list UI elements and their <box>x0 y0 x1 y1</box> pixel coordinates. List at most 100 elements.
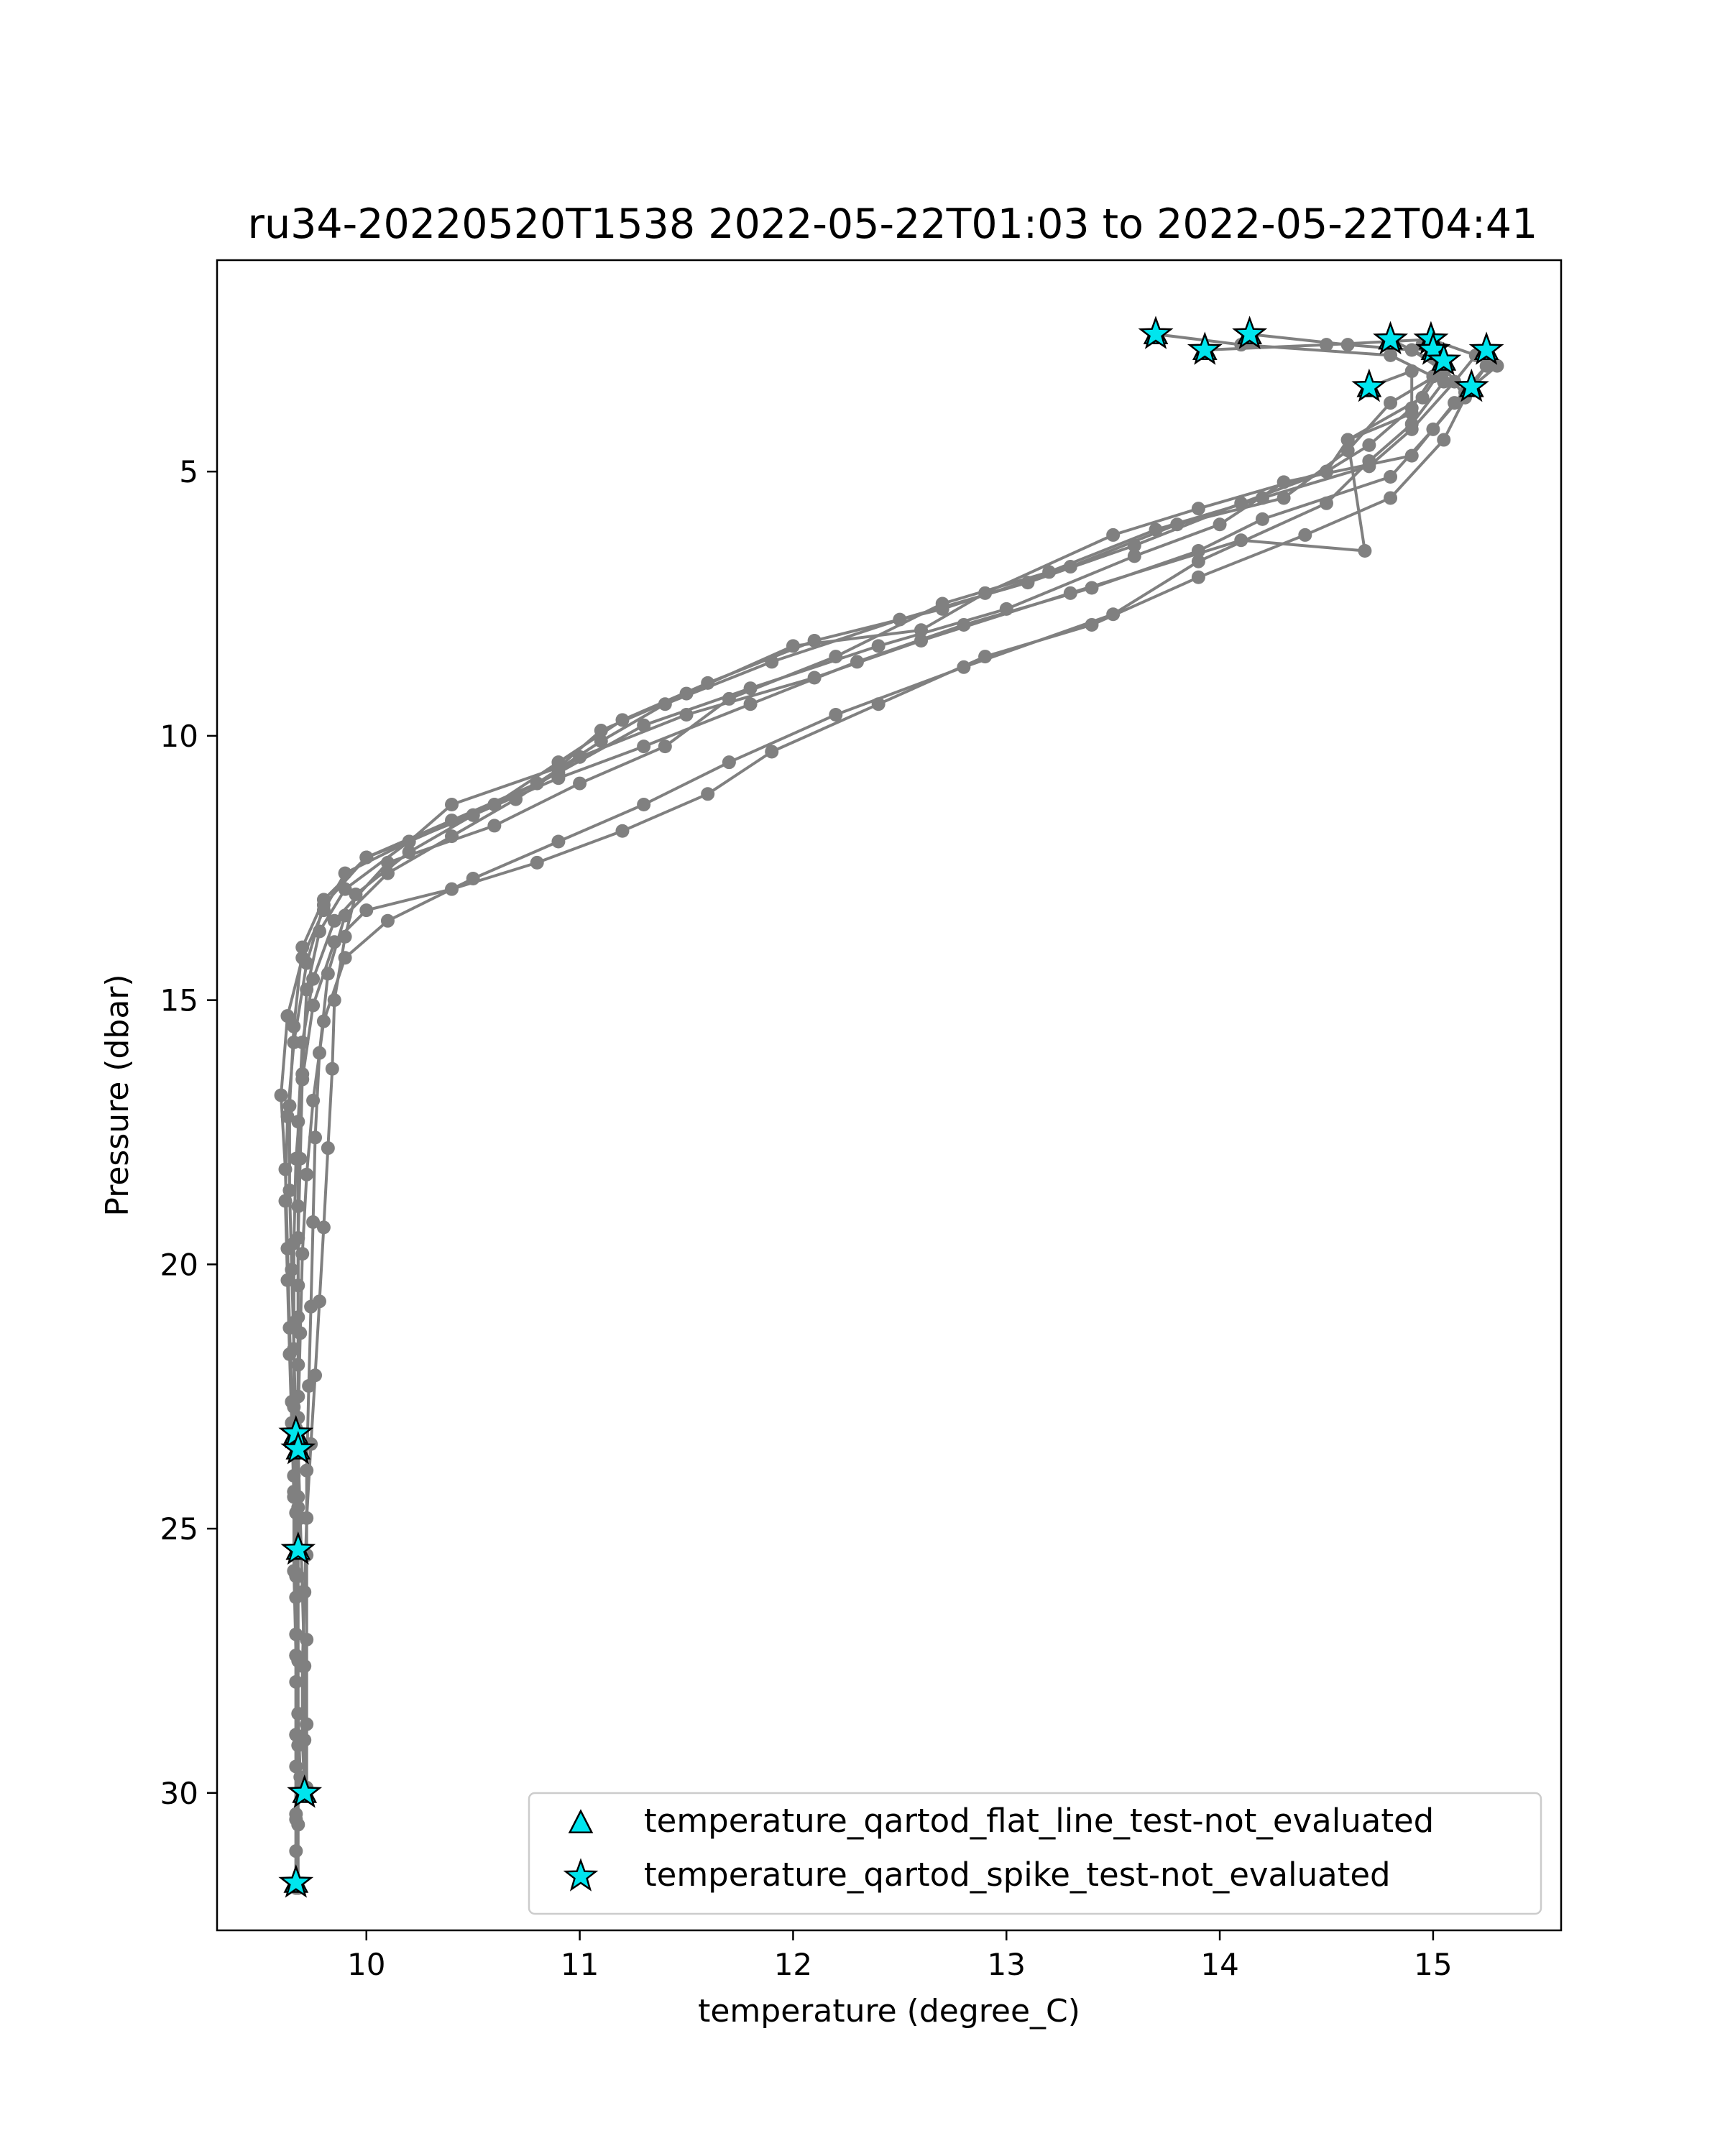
profile-point <box>287 1315 301 1330</box>
profile-point <box>765 745 779 759</box>
profile-point <box>1298 528 1312 542</box>
spike-marker <box>1138 315 1174 349</box>
profile-point <box>380 866 395 880</box>
profile-point <box>871 639 886 653</box>
profile-point <box>466 871 480 885</box>
x-tick-label: 15 <box>1414 1947 1452 1982</box>
profile-point <box>1319 496 1333 510</box>
profile-point <box>402 845 416 860</box>
profile-point <box>1191 570 1205 584</box>
legend-box <box>528 1792 1542 1915</box>
profile-point <box>278 1194 293 1208</box>
profile-point <box>637 798 651 812</box>
profile-point <box>287 1236 301 1250</box>
axis-ticks: 10 11 12 13 14 15 5 10 15 20 25 30 <box>160 454 1453 1982</box>
profile-point <box>1437 374 1451 389</box>
spike-marker <box>1232 315 1268 349</box>
x-tick-label: 13 <box>988 1947 1026 1982</box>
profile-point <box>914 634 929 648</box>
profile-point <box>1404 343 1419 357</box>
profile-point <box>1063 586 1077 600</box>
profile-point <box>280 1109 295 1123</box>
profile-point <box>300 1633 314 1647</box>
profile-point <box>300 956 314 970</box>
profile-point <box>1106 528 1121 542</box>
profile-point <box>293 1326 308 1340</box>
profile-point <box>829 707 843 722</box>
profile-point <box>1340 433 1355 447</box>
profile-point <box>1415 390 1430 405</box>
profile-point <box>291 1654 305 1668</box>
profile-point <box>298 1585 312 1599</box>
profile-point <box>615 713 630 727</box>
profile-point <box>1384 491 1398 505</box>
spike-marker <box>287 1774 323 1808</box>
profile-point <box>295 1247 310 1261</box>
profile-point <box>291 1490 305 1504</box>
spike-marker <box>280 1430 316 1465</box>
profile-point <box>327 935 341 949</box>
profile-point <box>302 1378 316 1393</box>
profile-point <box>321 1141 335 1156</box>
profile-point <box>291 1738 305 1753</box>
profile-point <box>551 834 566 849</box>
profile-point <box>306 1093 321 1107</box>
y-axis-label: Pressure (dbar) <box>99 974 136 1216</box>
profile-point <box>306 1215 321 1230</box>
profile-point <box>325 1061 339 1076</box>
axes-frame <box>216 259 1563 1932</box>
profile-point <box>551 755 566 770</box>
profile-point <box>1404 448 1419 463</box>
profile-point <box>509 792 523 806</box>
profile-point <box>291 1569 305 1583</box>
profile-point <box>308 1368 323 1383</box>
profile-point <box>1127 549 1141 563</box>
legend-markers <box>563 1809 599 1892</box>
y-tick-label: 30 <box>160 1776 198 1811</box>
profile-point <box>807 634 822 648</box>
spike-marker <box>278 1864 314 1898</box>
profile-point <box>1448 396 1462 410</box>
profile-point <box>1191 502 1205 516</box>
profile-point <box>1106 607 1121 622</box>
profile-point <box>287 1035 301 1049</box>
profile-point <box>573 776 587 791</box>
profile-point <box>658 740 672 754</box>
profile-point <box>349 888 363 902</box>
profile-point <box>637 718 651 732</box>
profile-point <box>304 1299 318 1314</box>
profile-point <box>274 1088 288 1102</box>
spike-marker <box>1373 321 1409 355</box>
profile-point <box>530 855 544 870</box>
profile-point <box>306 972 321 986</box>
spike-marker <box>1351 368 1387 402</box>
x-tick-label: 12 <box>774 1947 812 1982</box>
y-tick-label: 5 <box>179 454 198 489</box>
spike-marker <box>1426 341 1462 376</box>
profile-point <box>1149 522 1163 537</box>
profile-line <box>292 349 1467 1883</box>
spike-marker <box>1453 368 1489 402</box>
profile-point <box>338 951 352 965</box>
profile-point <box>1404 364 1419 378</box>
profile-point <box>300 1717 314 1731</box>
profile-point <box>1479 359 1494 373</box>
profile-point <box>327 913 341 928</box>
y-tick-label: 15 <box>160 983 198 1018</box>
profile-point <box>316 1220 331 1235</box>
profile-point <box>445 798 459 812</box>
profile-point <box>1213 517 1227 532</box>
profile-point <box>637 740 651 754</box>
profile-point <box>295 1072 310 1087</box>
profile-point <box>1384 470 1398 484</box>
profile-point <box>280 1009 295 1023</box>
y-tick-label: 10 <box>160 719 198 754</box>
profile-point <box>1437 433 1451 447</box>
profile-point <box>743 681 758 696</box>
profile-point <box>807 671 822 685</box>
profile-point <box>1191 554 1205 568</box>
legend-label-flat-line: temperature_qartod_flat_line_test-not_ev… <box>644 1802 1434 1840</box>
spike-marker <box>1187 331 1223 365</box>
profile-point <box>935 596 949 611</box>
